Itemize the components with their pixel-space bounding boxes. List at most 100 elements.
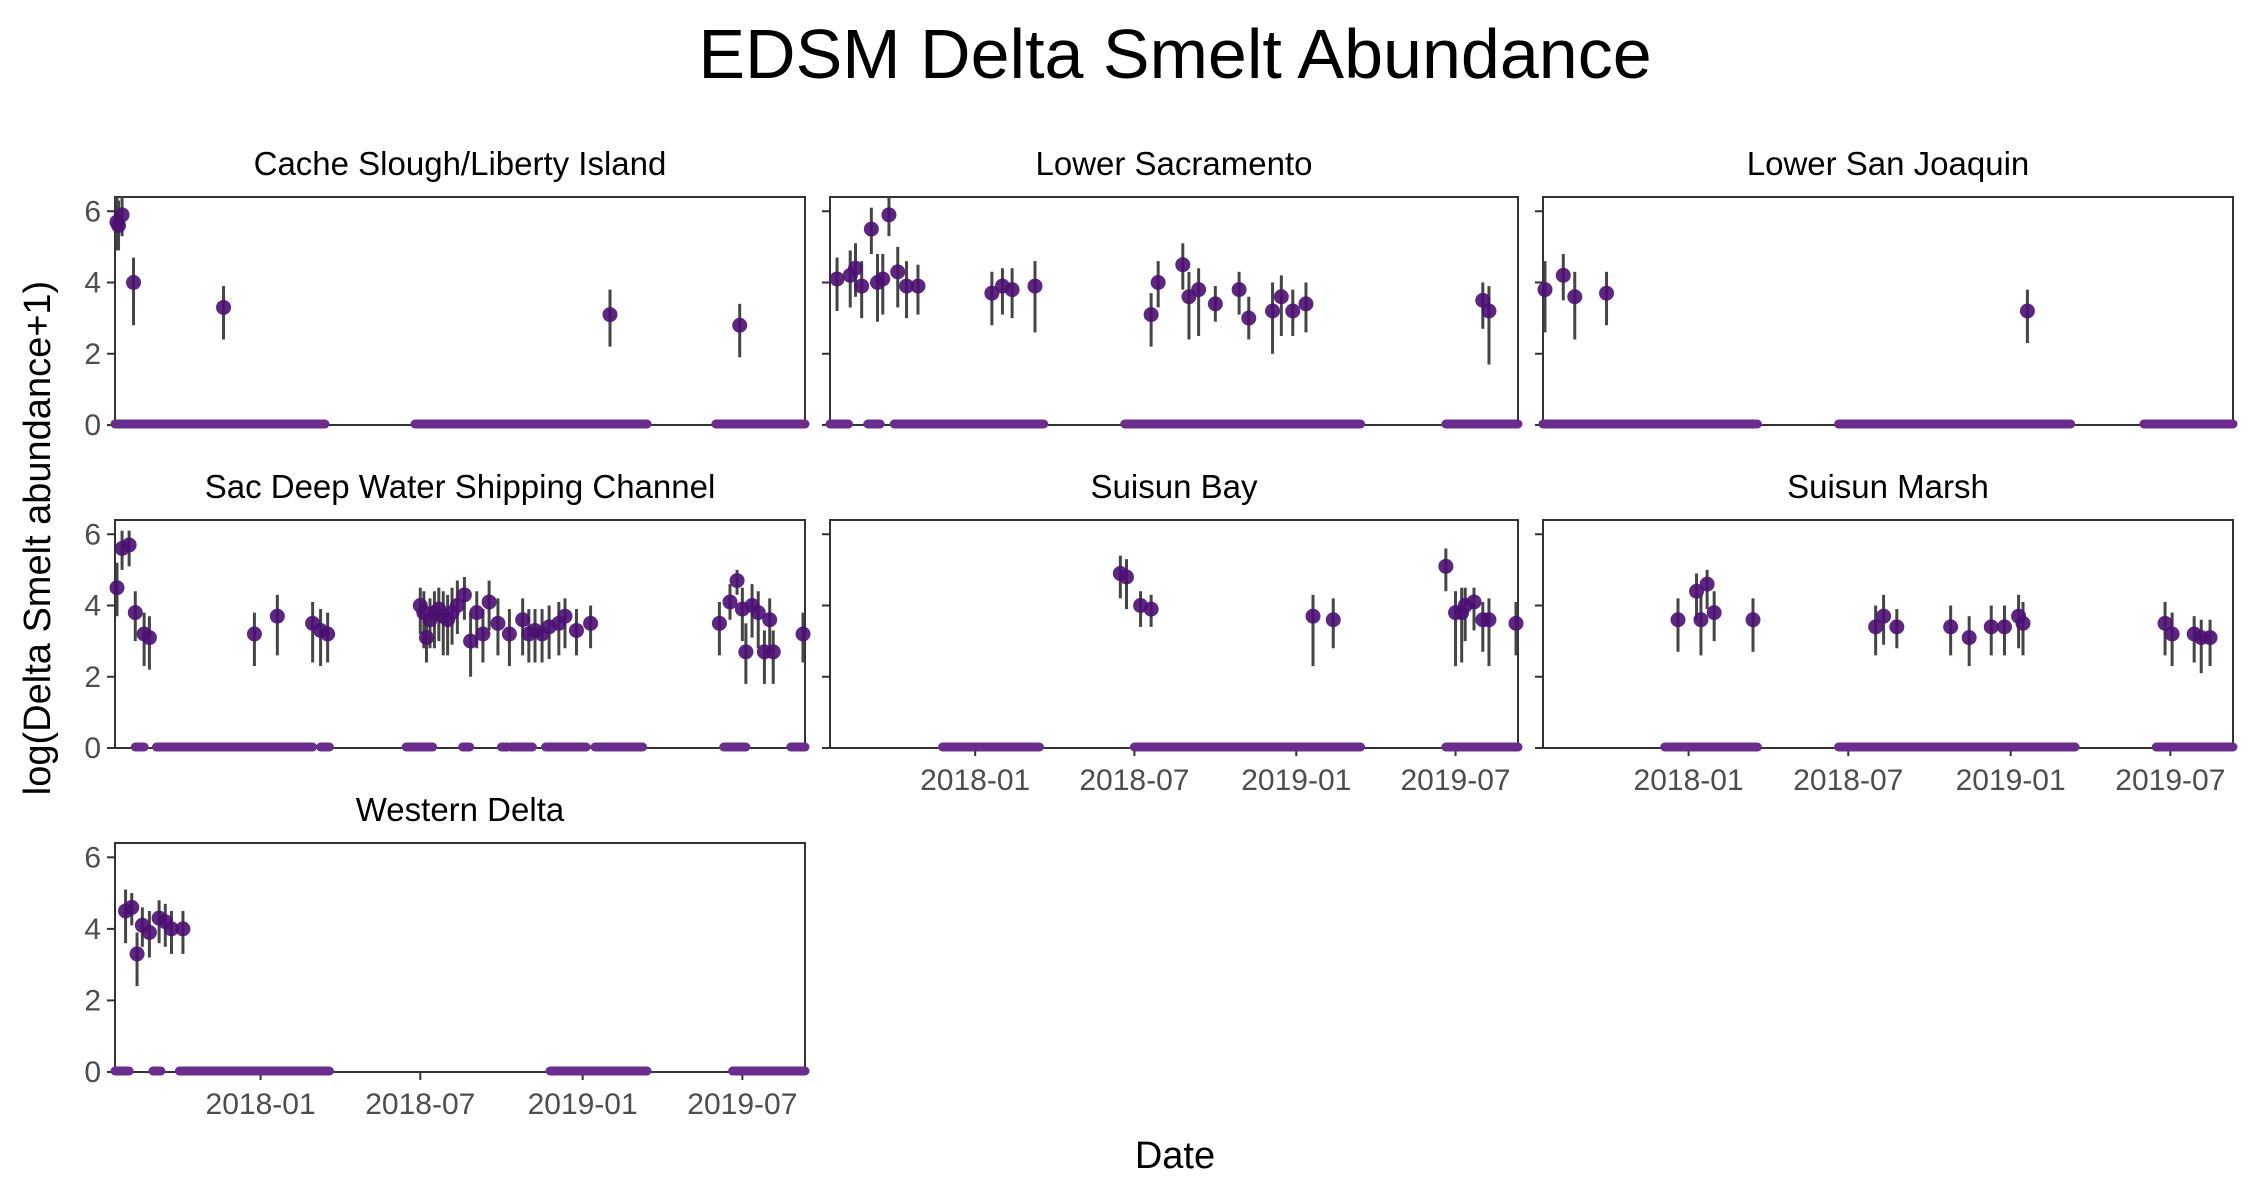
data-point — [2019, 303, 2035, 319]
data-point — [829, 271, 845, 287]
data-point — [1241, 310, 1257, 326]
panel-frame — [1542, 519, 2234, 749]
panel-title: Sac Deep Water Shipping Channel — [205, 468, 716, 505]
panel-title: Suisun Bay — [1091, 468, 1258, 505]
x-tick-label: 2018-07 — [1793, 764, 1903, 797]
y-tick-label: 4 — [84, 913, 101, 946]
data-point — [269, 608, 285, 624]
data-point — [449, 598, 465, 613]
data-point — [1004, 282, 1020, 298]
panel-title: Western Delta — [356, 791, 565, 828]
data-point — [762, 612, 778, 628]
data-point — [1983, 619, 1999, 635]
x-tick-label: 2018-07 — [1079, 764, 1189, 797]
panel-frame — [114, 519, 806, 749]
x-tick-label: 2018-01 — [920, 764, 1030, 797]
data-point — [1961, 630, 1977, 646]
data-point — [1537, 282, 1553, 298]
data-point — [568, 622, 584, 638]
data-point — [246, 626, 262, 642]
data-point — [1699, 576, 1715, 592]
data-point — [501, 626, 517, 642]
facet-panel: Suisun Bay 2018-01 2018-07 2019-01 2019-07 — [822, 468, 1524, 797]
data-point — [127, 605, 143, 621]
data-point — [175, 921, 191, 937]
y-tick-label: 0 — [84, 1056, 101, 1089]
facet-panel: Cache Slough/Liberty Island 0 2 4 6 — [84, 145, 810, 442]
facet-panel: Lower San Joaquin — [1535, 145, 2238, 429]
data-point — [899, 278, 915, 294]
data-point — [2202, 630, 2218, 646]
data-point — [515, 612, 531, 628]
data-point — [1481, 303, 1497, 319]
data-point — [1305, 608, 1321, 624]
panel-frame — [829, 196, 1519, 426]
facet-panel: Lower Sacramento — [822, 145, 1523, 429]
data-point — [1298, 296, 1314, 312]
x-tick-label: 2018-01 — [1634, 764, 1744, 797]
data-point — [121, 537, 137, 553]
x-tick-label: 2019-01 — [1241, 764, 1351, 797]
data-point — [881, 207, 897, 223]
data-point — [320, 626, 336, 642]
y-tick-label: 2 — [84, 984, 101, 1017]
data-point — [1325, 612, 1341, 628]
data-point — [1599, 285, 1615, 301]
chart-title: EDSM Delta Smelt Abundance — [698, 15, 1651, 93]
x-axis-title: Date — [1135, 1135, 1215, 1177]
panel-frame — [1542, 196, 2234, 426]
data-point — [1207, 296, 1223, 312]
data-point — [475, 626, 491, 642]
data-point — [765, 644, 781, 660]
data-point — [890, 264, 906, 280]
x-tick-label: 2019-01 — [528, 1088, 638, 1121]
data-point — [2015, 615, 2031, 631]
data-point — [141, 924, 157, 940]
data-point — [1118, 569, 1134, 585]
data-point — [1745, 612, 1761, 628]
panel-title: Suisun Marsh — [1787, 468, 1989, 505]
x-tick-label: 2019-07 — [2115, 764, 2225, 797]
data-point — [1175, 257, 1191, 273]
data-point — [2157, 615, 2173, 631]
data-point — [1706, 605, 1722, 621]
y-tick-label: 6 — [84, 841, 101, 874]
data-point — [216, 299, 232, 315]
y-tick-label: 6 — [84, 195, 101, 228]
y-axis-title: log(Delta Smelt abundance+1) — [17, 281, 59, 795]
data-point — [1508, 615, 1524, 631]
data-point — [490, 615, 506, 631]
data-point — [1285, 303, 1301, 319]
data-point — [163, 921, 179, 937]
y-tick-label: 2 — [84, 661, 101, 694]
facet-panel: Suisun Marsh 2018-01 2018-07 2019-01 2019-07 — [1535, 468, 2238, 797]
data-point — [602, 307, 618, 323]
data-point — [1143, 307, 1159, 323]
data-point — [1143, 601, 1159, 617]
data-point — [1265, 303, 1281, 319]
data-point — [854, 278, 870, 294]
y-tick-label: 0 — [84, 732, 101, 765]
panel-frame — [114, 842, 806, 1073]
data-point — [141, 630, 157, 646]
data-point — [729, 573, 745, 589]
data-point — [1466, 594, 1482, 610]
data-point — [1689, 583, 1705, 599]
data-point — [1481, 612, 1497, 628]
data-point — [481, 594, 497, 610]
x-tick-label: 2019-07 — [1400, 764, 1510, 797]
x-tick-label: 2019-07 — [687, 1088, 797, 1121]
data-point — [557, 608, 573, 624]
data-point — [469, 605, 485, 621]
x-tick-label: 2018-01 — [206, 1088, 316, 1121]
data-point — [109, 580, 125, 596]
data-point — [848, 260, 864, 276]
panel-title: Lower San Joaquin — [1747, 145, 2030, 182]
y-tick-label: 0 — [84, 409, 101, 442]
data-point — [984, 285, 1000, 301]
panel-frame — [829, 519, 1519, 749]
data-point — [1693, 612, 1709, 628]
y-tick-label: 4 — [84, 267, 101, 300]
data-point — [1670, 612, 1686, 628]
